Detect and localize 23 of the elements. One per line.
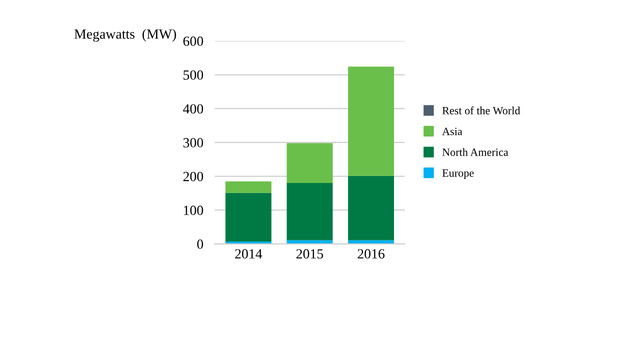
y-tick-label: 600: [183, 36, 204, 46]
y-tick-label: 300: [183, 138, 204, 148]
bar: [286, 183, 333, 240]
y-tick-label: 200: [183, 172, 204, 182]
bar: [348, 66, 394, 176]
legend-label: North America: [442, 148, 508, 156]
bar: [348, 176, 394, 240]
bar: [225, 181, 272, 193]
bar: [286, 143, 333, 184]
y-tick-label: 400: [183, 104, 204, 114]
x-tick-label: 2014: [235, 249, 262, 259]
x-tick-label: 2016: [358, 249, 385, 259]
legend-label: Asia: [442, 128, 462, 136]
y-tick-label: 0: [197, 240, 204, 249]
bar: [225, 192, 272, 242]
y-axis-title: Megawatts (MW): [74, 28, 176, 42]
bar: [348, 240, 394, 244]
legend-label: Europe: [442, 169, 474, 180]
x-tick-label: 2015: [296, 249, 324, 259]
y-tick-label: 500: [184, 70, 204, 80]
bar: [286, 240, 333, 244]
y-tick-label: 100: [184, 206, 204, 216]
legend-label: Rest of the World: [442, 106, 520, 114]
